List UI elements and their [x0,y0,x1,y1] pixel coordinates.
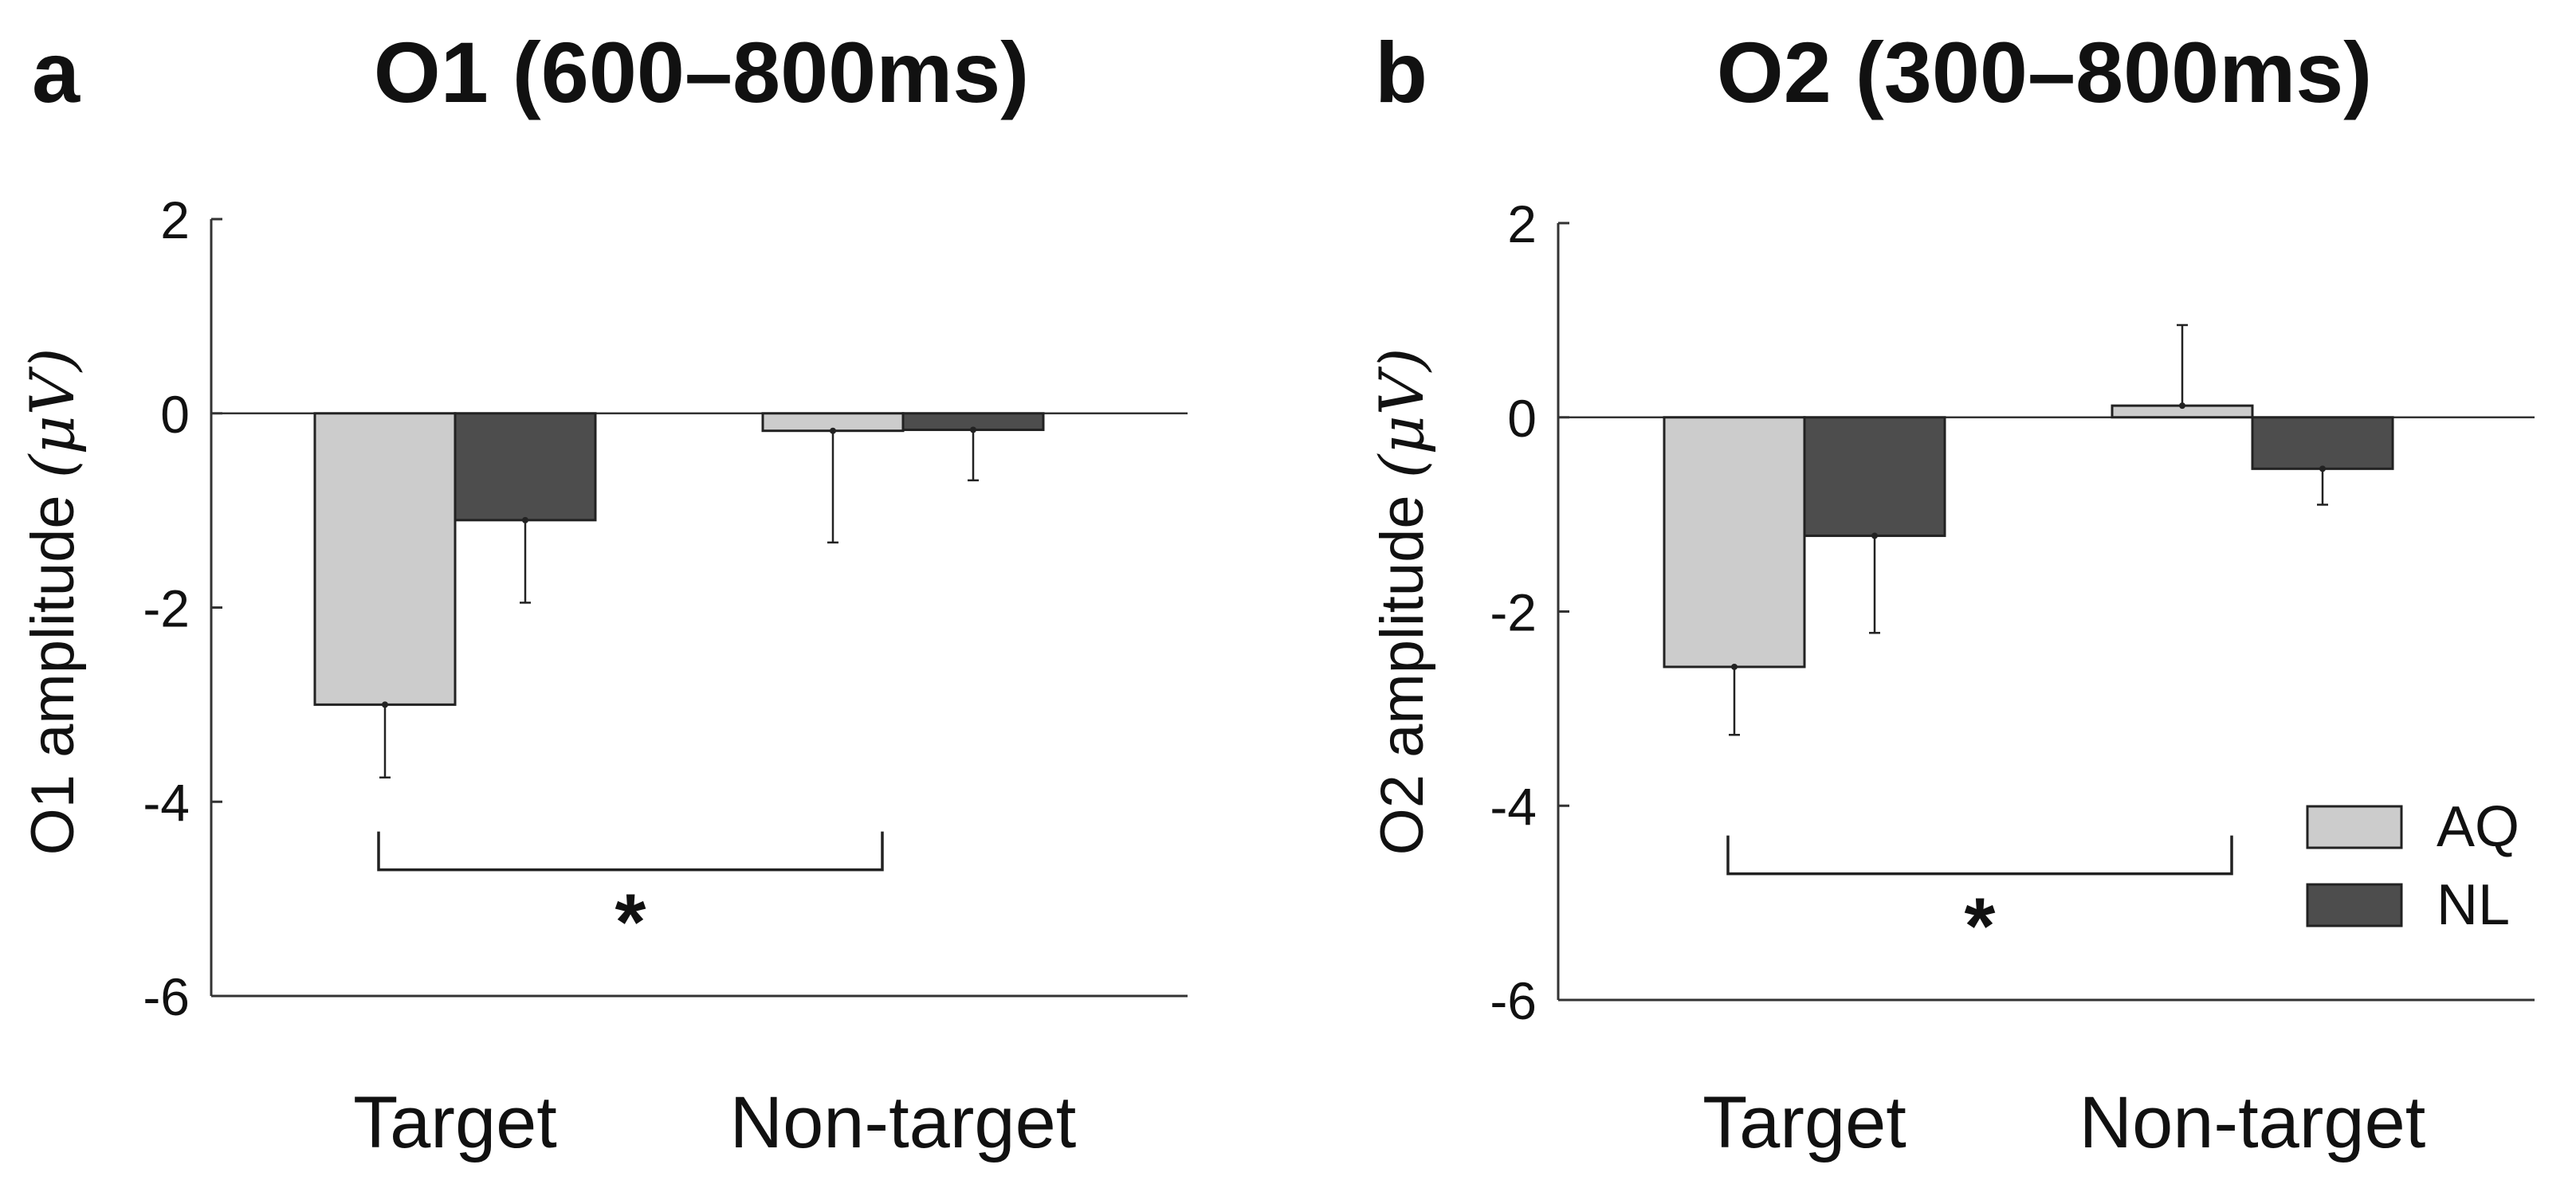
error-dot-nl-b [2319,465,2326,472]
error-dot-nl-b [1871,532,1878,539]
y-axis-unit-b: (μV) [1366,348,1437,479]
legend-swatch-nl [2306,883,2403,927]
bar-nl-target-a [454,412,597,522]
y-axis-label-text-b: O2 amplitude [1368,495,1436,855]
plot-area-a: 2 0 -2 -4 -6 Target Non-target * [143,190,1188,1163]
y-axis-label-text-a: O1 amplitude [19,495,87,855]
y-tick-label-b: 2 [1507,194,1537,253]
error-dot-aq-b [2179,402,2185,410]
chart-title-b: O2 (300–800ms) [1717,24,2373,120]
legend-swatch-aq [2306,805,2403,849]
category-label-non-target-b: Non-target [2079,1082,2426,1163]
category-label-target-a: Target [353,1082,557,1163]
error-dot-nl-a [970,426,976,433]
y-tick-label-b: -6 [1490,971,1537,1030]
error-dot-aq-a [382,701,388,708]
panel-label-a: a [32,24,80,120]
y-axis-unit-a: (μV) [17,348,88,479]
y-axis-label-b: O2 amplitude (μV) [1366,348,1437,856]
error-dot-aq-a [830,427,836,434]
legend: AQ NL [2306,795,2519,937]
y-axis-label-a: O1 amplitude (μV) [17,348,88,856]
panel-label-b: b [1375,24,1427,120]
significance-star-b: * [1965,882,1996,971]
legend-label-nl: NL [2437,873,2510,937]
error-dot-nl-a [522,516,528,523]
chart-title-a: O1 (600–800ms) [374,24,1030,120]
bar-aq-target-b [1663,416,1806,668]
significance-star-a: * [615,878,646,967]
plot-area-b: 2 0 -2 -4 -6 Target Non-target * [1490,194,2535,1163]
panel-b: b O2 (300–800ms) O2 amplitude (μV) 2 0 -2 -… [1366,24,2535,1163]
y-tick-label-a: 2 [160,190,190,249]
bar-nl-target-b [1803,416,1946,537]
bar-aq-target-a [313,412,457,706]
legend-label-aq: AQ [2437,795,2519,859]
y-tick-label-b: -2 [1490,583,1537,642]
error-dot-aq-b [1731,663,1738,670]
y-tick-label-b: 0 [1507,389,1537,448]
bar-nl-non-target-b [2251,416,2394,470]
y-tick-label-a: -6 [143,967,190,1026]
category-label-non-target-a: Non-target [730,1082,1077,1163]
y-tick-label-b: -4 [1490,777,1537,836]
y-tick-label-a: -4 [143,773,190,832]
panel-a: a O1 (600–800ms) O1 amplitude (μV) 2 0 -2 -… [17,24,1188,1163]
y-tick-label-a: -2 [143,579,190,638]
significance-bracket-a [377,831,884,872]
y-tick-label-a: 0 [160,385,190,444]
category-label-target-b: Target [1702,1082,1906,1163]
significance-bracket-b [1726,835,2233,876]
